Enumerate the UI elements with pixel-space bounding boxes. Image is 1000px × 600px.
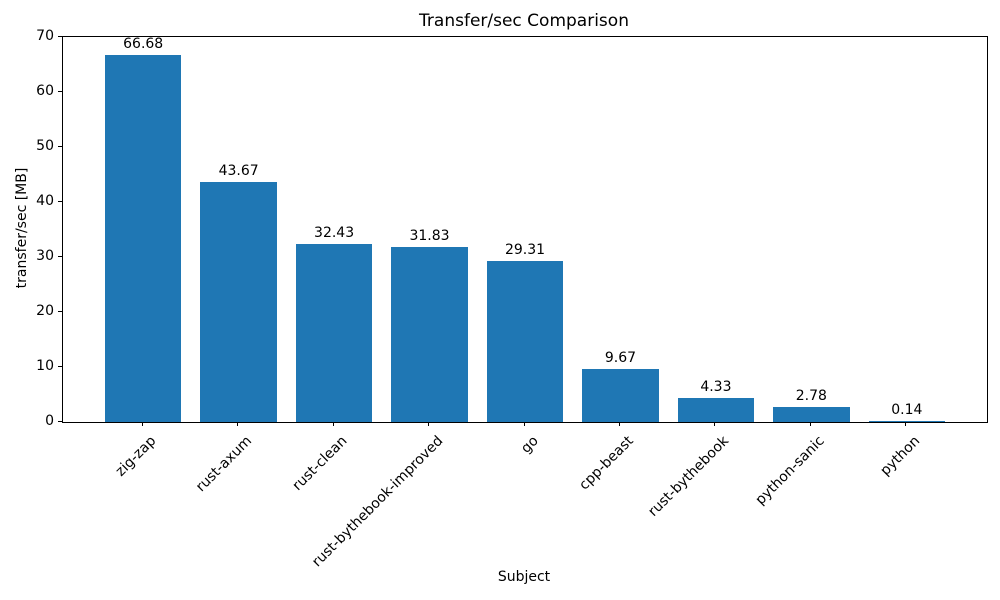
bar-value-label: 0.14 — [891, 402, 923, 418]
x-axis-label: Subject — [497, 569, 551, 585]
x-tick-label: zig-zap — [112, 433, 160, 480]
y-tick-mark — [58, 145, 62, 147]
y-tick-label: 20 — [36, 303, 54, 319]
bar — [677, 398, 755, 422]
bar — [295, 244, 373, 422]
x-tick-mark — [141, 422, 143, 426]
y-tick-mark — [58, 420, 62, 422]
x-tick-mark — [714, 422, 716, 426]
bar — [773, 407, 850, 422]
bar-value-label: 31.83 — [409, 228, 450, 244]
y-axis-label: transfer/sec [MB] — [14, 167, 30, 289]
bar-value-label: 43.67 — [218, 163, 259, 179]
bar — [105, 55, 182, 422]
bar-value-label: 4.33 — [700, 379, 732, 395]
y-tick-label: 30 — [36, 248, 54, 264]
x-tick-mark — [428, 422, 430, 426]
y-tick-label: 40 — [36, 193, 54, 209]
y-tick-label: 50 — [36, 138, 54, 154]
y-tick-mark — [58, 365, 62, 367]
y-tick-mark — [58, 35, 62, 37]
y-tick-label: 10 — [36, 358, 54, 374]
x-tick-mark — [523, 422, 525, 426]
x-tick-mark — [905, 422, 907, 426]
x-tick-label: go — [517, 433, 542, 457]
bar — [486, 261, 564, 422]
x-tick-mark — [237, 422, 239, 426]
x-tick-label: rust-clean — [289, 433, 351, 494]
y-tick-mark — [58, 255, 62, 257]
bar-value-label: 9.67 — [604, 350, 637, 366]
bar-value-label: 2.78 — [795, 388, 827, 404]
y-tick-label: 0 — [45, 413, 54, 429]
chart-title: Transfer/sec Comparison — [419, 11, 629, 31]
y-tick-mark — [58, 200, 62, 202]
x-tick-label: cpp-beast — [576, 433, 637, 494]
x-tick-label: rust-bythebook — [645, 433, 733, 520]
y-tick-mark — [58, 310, 62, 312]
bar-value-label: 29.31 — [504, 242, 546, 258]
x-tick-label: python — [877, 433, 924, 479]
x-tick-label: rust-axum — [192, 433, 255, 496]
bar — [391, 247, 468, 422]
x-tick-mark — [332, 422, 334, 426]
plot-area: 66.68 43.67 32.43 31.83 29.31 9.67 4.33 2.78 0.1… — [62, 36, 988, 423]
x-tick-label: python-sanic — [752, 433, 828, 509]
y-tick-mark — [58, 90, 62, 92]
y-tick-label: 70 — [36, 28, 54, 44]
bar-value-label: 32.43 — [314, 225, 355, 241]
bar-value-label: 66.68 — [123, 36, 164, 52]
bar — [200, 182, 277, 422]
x-tick-mark — [618, 422, 620, 426]
bar — [868, 421, 945, 422]
bar — [582, 369, 659, 422]
y-tick-label: 60 — [36, 83, 54, 99]
x-tick-mark — [809, 422, 811, 426]
